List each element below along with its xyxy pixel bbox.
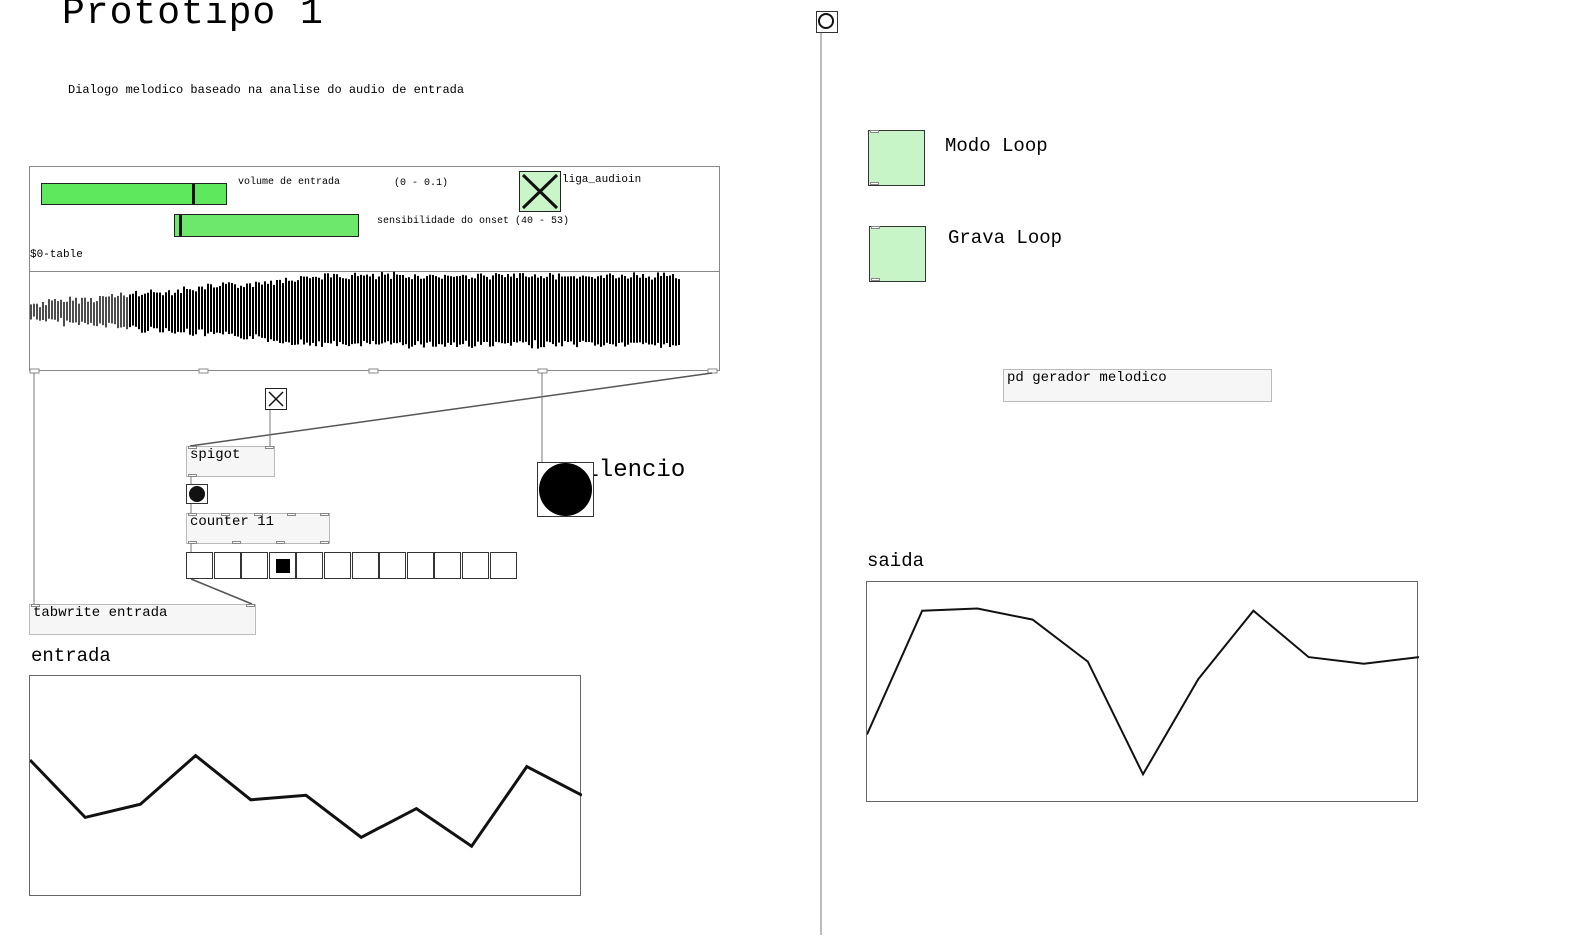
spigot-object[interactable]: spigot <box>186 446 275 477</box>
radio-cell[interactable] <box>462 552 489 579</box>
saida-series-line <box>867 607 1419 777</box>
grava-loop-toggle[interactable] <box>869 226 926 282</box>
sensitivity-label: sensibilidade do onset (40 - 53) <box>377 216 570 227</box>
silence-label: silencio <box>594 457 696 487</box>
spigot-text: spigot <box>190 447 241 463</box>
radio-cell[interactable] <box>489 552 517 579</box>
radio-cell[interactable] <box>186 552 213 579</box>
radio-cell[interactable] <box>213 552 241 579</box>
spigot-toggle[interactable] <box>265 388 287 410</box>
bang-circle-icon <box>818 13 834 29</box>
bang-dot-icon <box>539 463 592 516</box>
outlet[interactable] <box>276 541 285 544</box>
radio-cell[interactable] <box>434 552 462 579</box>
inlet[interactable] <box>287 513 296 516</box>
outlet[interactable] <box>188 541 197 544</box>
counter-object[interactable]: counter 11 <box>186 513 330 544</box>
toggle-x-icon <box>521 173 559 210</box>
radio-cell[interactable] <box>296 552 324 579</box>
outlet[interactable] <box>870 182 879 185</box>
radio-cell[interactable] <box>268 552 296 579</box>
sensitivity-slider[interactable] <box>174 214 359 237</box>
entrada-array[interactable] <box>29 675 582 896</box>
entrada-plot <box>30 753 582 849</box>
radio-cell[interactable] <box>324 552 351 579</box>
counter-text: counter 11 <box>190 514 275 530</box>
inlet[interactable] <box>31 604 40 607</box>
audioin-toggle[interactable] <box>519 171 561 212</box>
modo-loop-label: Modo Loop <box>945 135 1048 157</box>
saida-label: saida <box>867 550 925 572</box>
page-subtitle: Dialogo melodico baseado na analise do a… <box>68 83 465 97</box>
inlet[interactable] <box>320 513 329 516</box>
bang-dot-icon <box>189 486 205 502</box>
silence-bang[interactable] <box>537 462 594 517</box>
inlet[interactable] <box>188 513 197 516</box>
radio-cell[interactable] <box>241 552 269 579</box>
volume-label: volume de entrada <box>238 177 341 188</box>
audioin-label: liga_audioin <box>562 174 642 186</box>
inlet[interactable] <box>254 513 263 516</box>
sensitivity-slider-knob[interactable] <box>179 215 182 236</box>
gerador-subpatch[interactable]: pd gerador melodico <box>1003 369 1272 402</box>
panel-divider <box>29 271 719 272</box>
entrada-label: entrada <box>31 645 111 667</box>
grava-loop-label: Grava Loop <box>948 227 1063 249</box>
radio-selected-marker <box>275 559 290 573</box>
saida-array[interactable] <box>866 581 1419 802</box>
tabwrite-object[interactable]: tabwrite entrada <box>29 604 256 635</box>
saida-plot <box>867 607 1419 777</box>
tabwrite-text: tabwrite entrada <box>33 605 168 621</box>
inlet[interactable] <box>221 513 230 516</box>
silence-label-text: silencio <box>594 457 686 484</box>
modo-loop-toggle[interactable] <box>868 130 925 186</box>
inlet[interactable] <box>265 446 274 449</box>
outlet[interactable] <box>320 541 329 544</box>
inlet[interactable] <box>188 446 197 449</box>
inlet[interactable] <box>871 226 880 229</box>
hradio-selector[interactable] <box>186 552 518 579</box>
volume-slider[interactable] <box>41 183 227 205</box>
table-label: $0-table <box>30 249 83 261</box>
outlet[interactable] <box>188 474 197 477</box>
volume-range: (0 - 0.1) <box>394 178 449 189</box>
volume-slider-knob[interactable] <box>192 184 195 204</box>
bang-button[interactable] <box>186 484 208 504</box>
radio-cell[interactable] <box>406 552 434 579</box>
entrada-series-line <box>30 753 582 849</box>
inlet[interactable] <box>246 604 255 607</box>
toggle-x-icon <box>268 391 284 407</box>
page-title: Prototipo 1 <box>62 0 324 35</box>
outlet[interactable] <box>871 278 880 281</box>
outlet[interactable] <box>232 541 241 544</box>
radio-cell[interactable] <box>351 552 379 579</box>
inlet[interactable] <box>870 130 879 133</box>
loadbang-button[interactable] <box>816 11 838 33</box>
gerador-text: pd gerador melodico <box>1007 370 1167 386</box>
radio-cell[interactable] <box>379 552 407 579</box>
